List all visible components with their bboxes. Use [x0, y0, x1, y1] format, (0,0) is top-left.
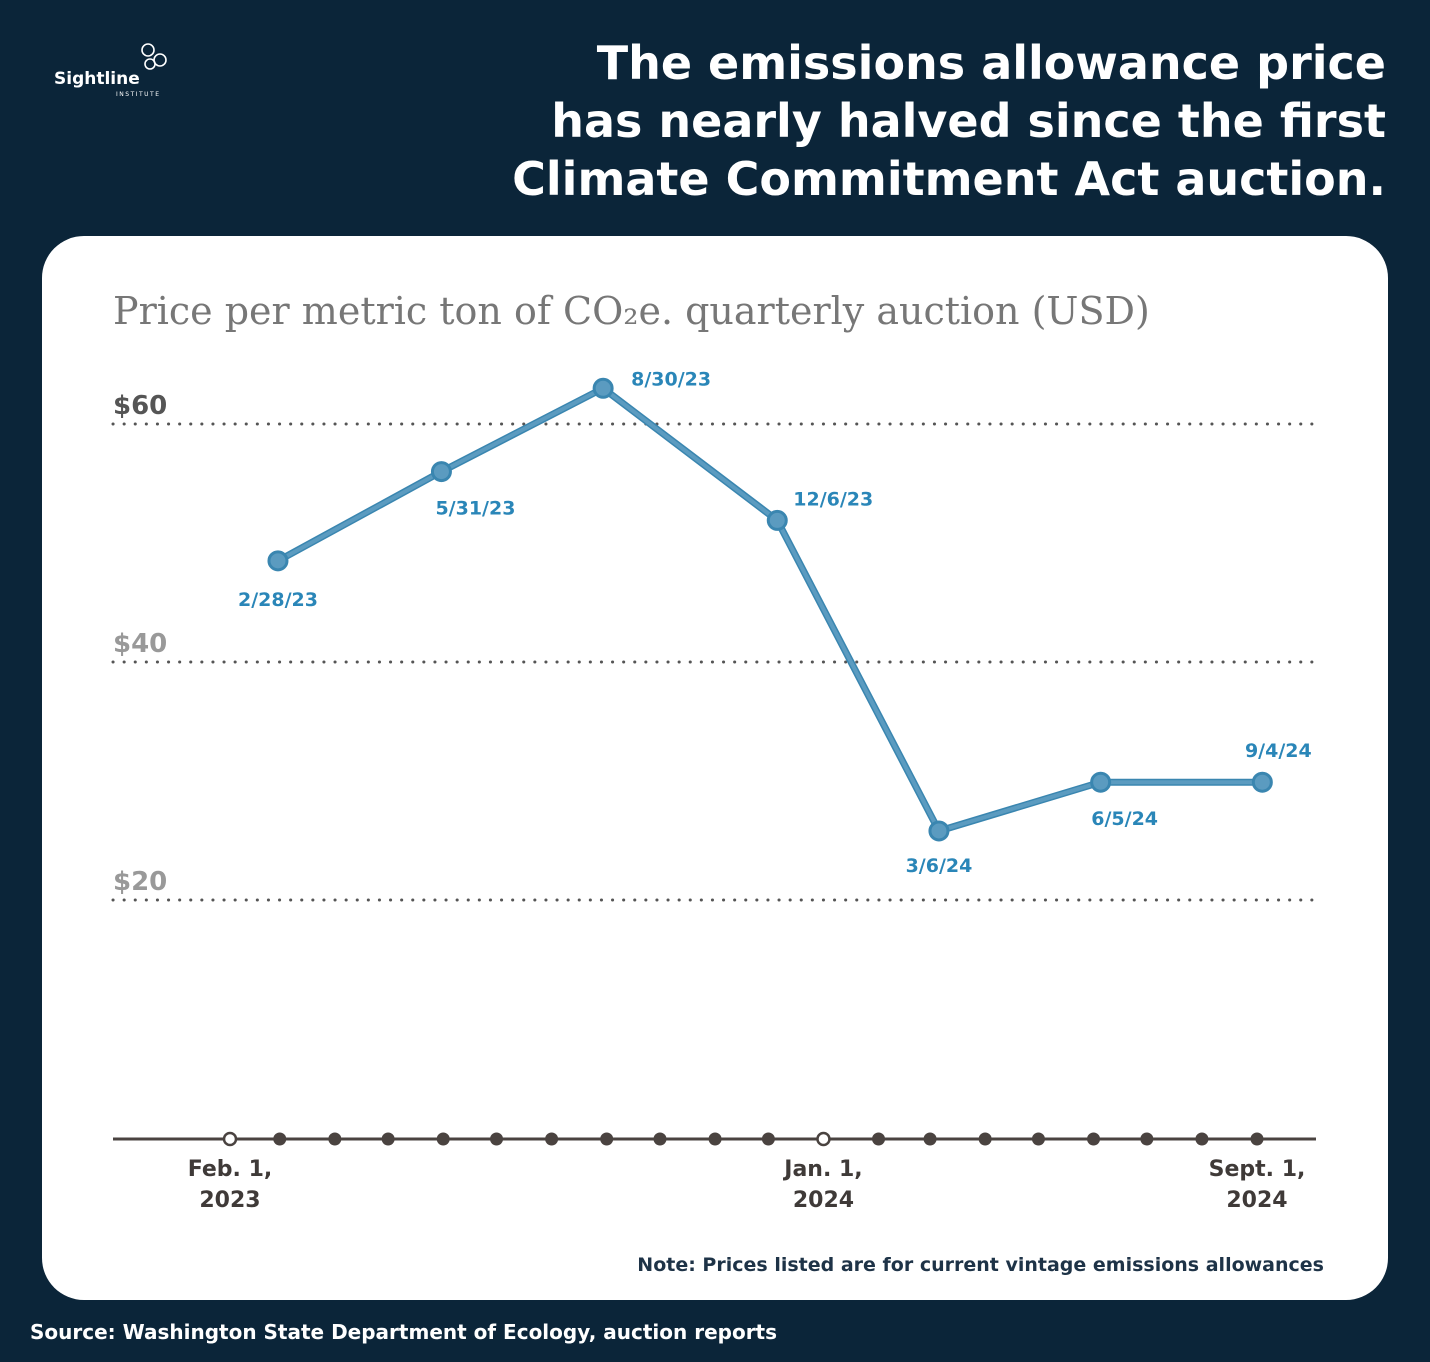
x-tick-dot	[816, 1131, 831, 1147]
y-tick-label: $40	[113, 629, 167, 659]
x-tick-dot	[923, 1132, 937, 1146]
point	[592, 377, 614, 399]
point	[267, 550, 289, 572]
point-label: 3/6/24	[906, 855, 973, 877]
note: Note: Prices listed are for current vint…	[637, 1254, 1324, 1276]
x-tick-dot	[381, 1132, 395, 1146]
x-tick-dot	[761, 1132, 775, 1146]
y-tick-label: $60	[113, 391, 167, 421]
logo-sub: INSTITUTE	[116, 91, 161, 98]
point-label: 9/4/24	[1245, 740, 1312, 762]
x-tick-dot	[328, 1132, 342, 1146]
x-tick-dot	[653, 1132, 667, 1146]
x-tick-dot	[978, 1132, 992, 1146]
x-tick-dot	[872, 1132, 886, 1146]
point-label: 6/5/24	[1091, 808, 1158, 830]
y-tick-label: $20	[113, 867, 167, 897]
source: Source: Washington State Department of E…	[30, 1320, 777, 1344]
point-label: 12/6/23	[793, 488, 873, 510]
x-tick-dot	[545, 1132, 559, 1146]
point	[430, 461, 452, 483]
x-tick-dot	[708, 1132, 722, 1146]
x-tick-dot	[1087, 1132, 1101, 1146]
x-tick-label: Jan. 1, 2024	[784, 1157, 863, 1213]
x-tick-dot	[222, 1131, 238, 1147]
x-tick-dot	[273, 1132, 287, 1146]
x-tick-dot	[1250, 1132, 1264, 1146]
point	[928, 820, 950, 842]
point-label: 2/28/23	[238, 589, 318, 611]
logo-icon	[141, 43, 167, 70]
point	[1090, 771, 1112, 793]
point-label: 5/31/23	[435, 498, 515, 520]
x-tick-dot	[436, 1132, 450, 1146]
x-tick-dot	[1031, 1132, 1045, 1146]
x-tick-label: Sept. 1, 2024	[1208, 1157, 1306, 1213]
x-tick-dot	[600, 1132, 614, 1146]
x-tick-dot	[490, 1132, 504, 1146]
title: The emissions allowance price has nearly…	[512, 36, 1386, 206]
x-tick-dot	[1195, 1132, 1209, 1146]
logo-name: Sightline	[54, 69, 140, 89]
point-label: 8/30/23	[631, 368, 711, 390]
x-tick-dot	[1140, 1132, 1154, 1146]
point	[766, 509, 788, 531]
subtitle: Price per metric ton of CO₂e. quarterly …	[113, 289, 1150, 333]
point	[1251, 771, 1273, 793]
x-tick-label: Feb. 1, 2023	[187, 1157, 273, 1213]
